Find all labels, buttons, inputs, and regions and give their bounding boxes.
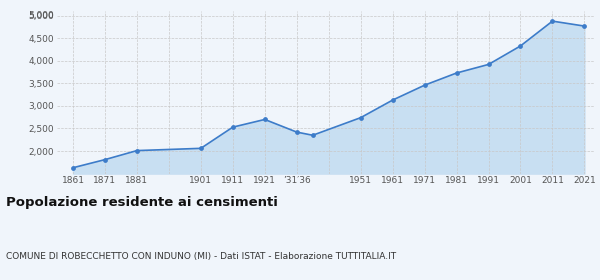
Point xyxy=(388,98,397,102)
Point xyxy=(515,44,525,48)
Point xyxy=(196,146,206,151)
Point xyxy=(100,157,110,162)
Point xyxy=(308,133,317,137)
Point xyxy=(484,62,493,67)
Text: Popolazione residente ai censimenti: Popolazione residente ai censimenti xyxy=(6,196,278,209)
Point xyxy=(356,115,365,120)
Text: COMUNE DI ROBECCHETTO CON INDUNO (MI) - Dati ISTAT - Elaborazione TUTTITALIA.IT: COMUNE DI ROBECCHETTO CON INDUNO (MI) - … xyxy=(6,252,396,261)
Point xyxy=(580,24,589,28)
Point xyxy=(68,165,78,170)
Point xyxy=(292,130,302,134)
Point xyxy=(452,71,461,75)
Point xyxy=(132,148,142,153)
Point xyxy=(420,83,430,87)
Point xyxy=(260,117,269,122)
Text: 5,000: 5,000 xyxy=(29,11,55,20)
Point xyxy=(548,19,557,23)
Point xyxy=(228,125,238,129)
